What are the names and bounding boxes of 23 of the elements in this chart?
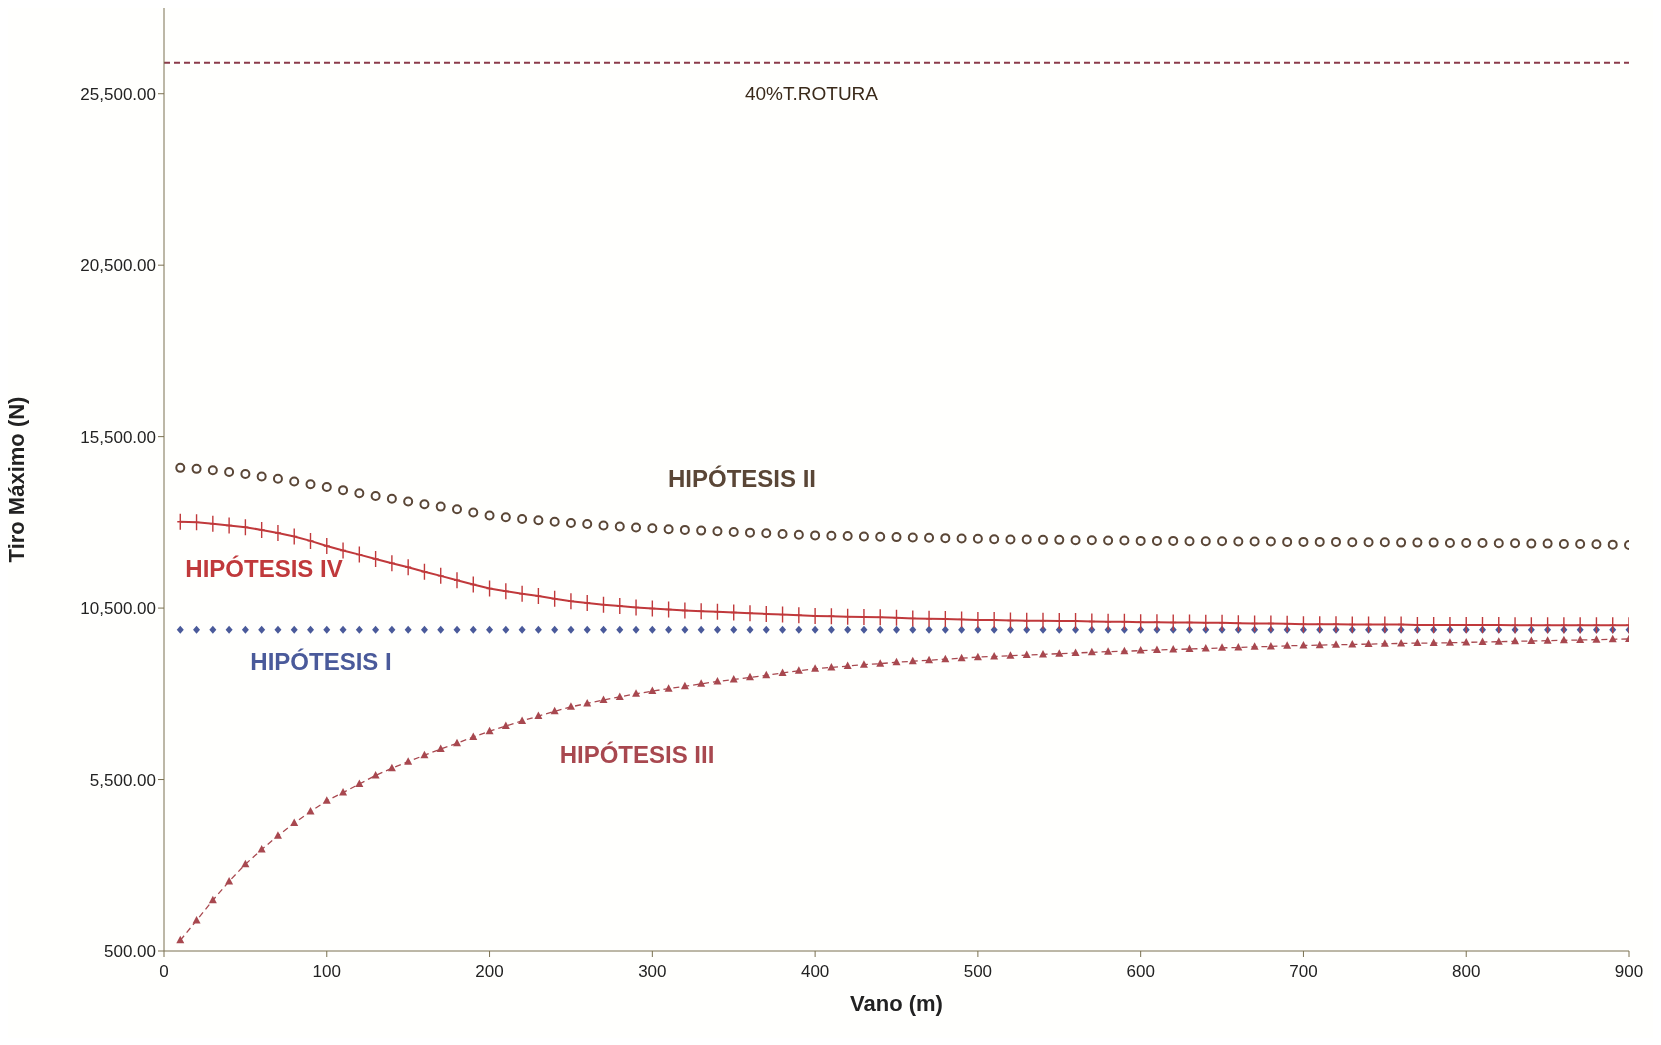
series-label: HIPÓTESIS IV xyxy=(185,555,343,583)
y-tick-label: 500.00 xyxy=(104,942,156,962)
x-tick-label: 300 xyxy=(638,962,667,982)
y-tick-label: 15,500.00 xyxy=(80,427,156,447)
series-label: HIPÓTESIS II xyxy=(667,465,817,493)
x-tick-label: 800 xyxy=(1452,962,1481,982)
y-tick-label: 25,500.00 xyxy=(80,84,156,104)
y-tick-label: 10,500.00 xyxy=(80,599,156,619)
x-tick-label: 200 xyxy=(475,962,504,982)
x-tick-label: 400 xyxy=(800,962,830,982)
x-tick-label: 900 xyxy=(1614,962,1644,982)
ref-line-label: 40%T.ROTURA xyxy=(744,83,879,105)
x-tick-label: 700 xyxy=(1289,962,1318,982)
x-axis-title: Vano (m) xyxy=(850,991,943,1016)
y-axis-title: Tiro Máximo (N) xyxy=(3,396,29,563)
x-tick-label: 100 xyxy=(312,962,341,982)
x-tick-label: 600 xyxy=(1126,962,1155,982)
y-tick-label: 5,500.00 xyxy=(89,770,156,790)
series-label: HIPÓTESIS III xyxy=(559,741,715,769)
x-tick-label: 500 xyxy=(963,962,993,982)
x-tick-label: 0 xyxy=(159,962,169,982)
y-tick-label: 20,500.00 xyxy=(80,256,156,276)
series-label: HIPÓTESIS I xyxy=(250,648,392,676)
